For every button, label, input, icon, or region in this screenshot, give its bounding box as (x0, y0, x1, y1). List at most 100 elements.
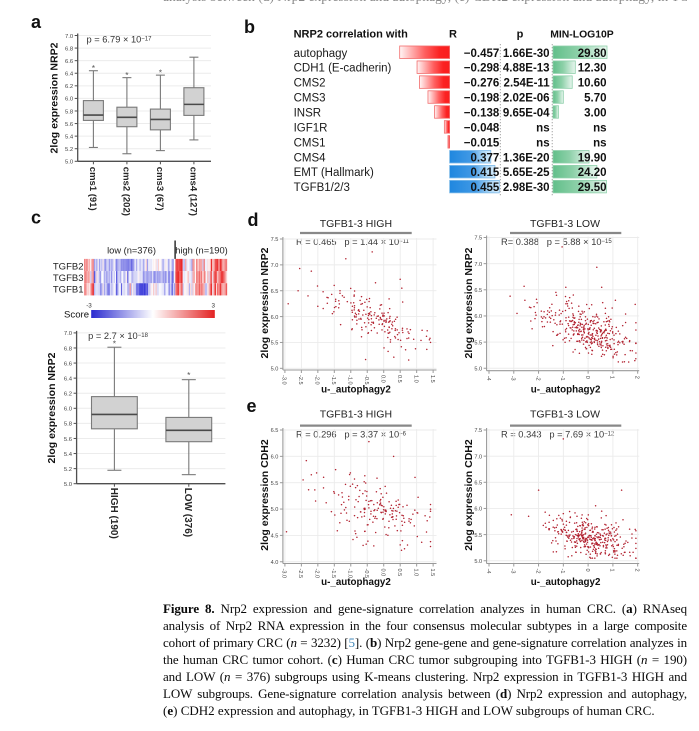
svg-text:4.88E-13: 4.88E-13 (503, 63, 550, 75)
svg-text:EMT (Hallmark): EMT (Hallmark) (294, 167, 374, 179)
svg-text:INSR: INSR (294, 108, 321, 120)
svg-text:2log expression CDH2: 2log expression CDH2 (463, 439, 475, 551)
svg-text:*: * (113, 339, 117, 349)
svg-text:5.0: 5.0 (65, 160, 74, 166)
svg-text:0.455: 0.455 (471, 182, 500, 194)
svg-text:e: e (247, 396, 257, 416)
svg-text:-3: -3 (510, 376, 516, 381)
svg-text:5.2: 5.2 (65, 147, 73, 153)
svg-text:u-_autophagy2: u-_autophagy2 (321, 577, 391, 588)
svg-text:CDH1 (E-cadherin): CDH1 (E-cadherin) (294, 63, 392, 75)
svg-text:-1.5: -1.5 (330, 569, 336, 579)
svg-text:TGFB1: TGFB1 (53, 285, 84, 296)
svg-text:-3.0: -3.0 (281, 569, 287, 579)
svg-text:5.0: 5.0 (474, 559, 482, 565)
svg-text:12.30: 12.30 (578, 63, 607, 75)
svg-text:ns: ns (593, 123, 606, 135)
svg-text:2: 2 (634, 376, 640, 379)
svg-text:cms4 (127): cms4 (127) (188, 167, 199, 216)
svg-text:−0.457: −0.457 (464, 48, 500, 60)
svg-text:0: 0 (584, 376, 590, 379)
svg-text:5.4: 5.4 (65, 134, 74, 140)
svg-text:2.98E-30: 2.98E-30 (503, 182, 550, 194)
svg-text:6.0: 6.0 (64, 407, 73, 413)
svg-text:R= 0.388 p = 5.88 × 10−15: R= 0.388 p = 5.88 × 10−15 (501, 237, 612, 247)
svg-text:HIGH (190): HIGH (190) (108, 488, 119, 539)
svg-text:5.0: 5.0 (64, 482, 73, 488)
svg-text:p = 2.7 × 10−18: p = 2.7 × 10−18 (88, 331, 148, 341)
svg-text:−0.048: −0.048 (464, 123, 500, 135)
svg-text:0.0: 0.0 (380, 375, 386, 383)
svg-text:5.8: 5.8 (65, 109, 74, 115)
svg-text:-1.5: -1.5 (330, 375, 336, 385)
svg-text:MIN-LOG10P: MIN-LOG10P (550, 30, 614, 41)
svg-text:-2.5: -2.5 (297, 569, 303, 579)
svg-text:2log expression NRP2: 2log expression NRP2 (463, 247, 475, 358)
svg-text:c: c (31, 208, 41, 228)
svg-text:R = 0.296 p = 3.37 × 10−6: R = 0.296 p = 3.37 × 10−6 (296, 430, 407, 440)
svg-text:4.0: 4.0 (271, 560, 279, 566)
svg-text:-4: -4 (485, 376, 491, 381)
svg-text:CMS1: CMS1 (294, 137, 326, 149)
svg-text:TGFB1-3 LOW: TGFB1-3 LOW (530, 409, 600, 421)
svg-text:-1.0: -1.0 (347, 569, 353, 579)
svg-text:-0.5: -0.5 (363, 375, 369, 385)
svg-text:5.5: 5.5 (271, 341, 279, 347)
svg-text:TGFB1-3 LOW: TGFB1-3 LOW (530, 218, 600, 230)
svg-text:7.0: 7.0 (65, 34, 74, 40)
svg-text:−0.138: −0.138 (464, 108, 500, 120)
svg-text:TGFB1/2/3: TGFB1/2/3 (294, 182, 350, 194)
svg-text:2log expression NRP2: 2log expression NRP2 (46, 352, 58, 463)
svg-text:R = 0.465 p = 1.44 × 10−11: R = 0.465 p = 1.44 × 10−11 (296, 237, 410, 247)
svg-text:7.0: 7.0 (474, 262, 482, 268)
svg-text:*: * (159, 67, 163, 77)
svg-text:5.65E-25: 5.65E-25 (503, 167, 550, 179)
svg-text:autophagy: autophagy (294, 48, 348, 60)
svg-text:6.0: 6.0 (474, 314, 482, 320)
svg-text:6.5: 6.5 (474, 481, 482, 487)
svg-text:5.0: 5.0 (271, 507, 279, 513)
svg-text:u-_autophagy2: u-_autophagy2 (531, 577, 601, 588)
svg-text:29.50: 29.50 (578, 182, 607, 194)
svg-text:24.20: 24.20 (578, 167, 607, 179)
svg-text:b: b (244, 17, 255, 37)
svg-text:1: 1 (609, 376, 615, 379)
svg-text:6.6: 6.6 (64, 361, 73, 367)
svg-text:-0.5: -0.5 (363, 569, 369, 579)
svg-text:2.02E-06: 2.02E-06 (503, 93, 550, 105)
svg-text:*: * (187, 370, 191, 380)
svg-text:low (n=376): low (n=376) (107, 246, 156, 256)
svg-text:6.6: 6.6 (65, 59, 74, 65)
svg-text:-2: -2 (534, 569, 540, 574)
svg-text:R = 0.343 p = 7.69 × 10−12: R = 0.343 p = 7.69 × 10−12 (501, 430, 615, 440)
svg-text:6.4: 6.4 (64, 376, 73, 382)
svg-text:0.5: 0.5 (396, 375, 402, 383)
svg-text:19.90: 19.90 (578, 152, 607, 164)
svg-text:1.36E-20: 1.36E-20 (503, 152, 550, 164)
svg-text:5.8: 5.8 (64, 422, 73, 428)
svg-text:2log expression NRP2: 2log expression NRP2 (49, 42, 61, 153)
svg-text:1.5: 1.5 (429, 375, 435, 383)
svg-text:5.0: 5.0 (271, 367, 279, 373)
svg-text:cms3 (67): cms3 (67) (154, 167, 165, 211)
svg-text:d: d (248, 210, 259, 230)
svg-text:R: R (449, 29, 457, 41)
svg-text:TGFB1-3 HIGH: TGFB1-3 HIGH (320, 409, 392, 421)
svg-text:6.4: 6.4 (65, 72, 74, 78)
svg-text:cms1 (91): cms1 (91) (87, 167, 98, 211)
svg-text:5.2: 5.2 (64, 467, 72, 473)
svg-text:0.377: 0.377 (471, 152, 500, 164)
svg-text:*: * (92, 63, 96, 73)
svg-text:−0.298: −0.298 (464, 63, 500, 75)
svg-text:6.2: 6.2 (65, 84, 73, 90)
svg-text:2.54E-11: 2.54E-11 (504, 78, 551, 90)
svg-text:-2.5: -2.5 (297, 375, 303, 385)
svg-text:-3: -3 (510, 569, 516, 574)
svg-text:ns: ns (536, 123, 549, 135)
svg-text:5.5: 5.5 (474, 340, 482, 346)
svg-text:-3: -3 (86, 302, 92, 309)
svg-text:1.5: 1.5 (429, 569, 435, 577)
svg-text:0.0: 0.0 (380, 569, 386, 577)
svg-text:0: 0 (584, 569, 590, 572)
svg-text:6.5: 6.5 (271, 289, 279, 295)
